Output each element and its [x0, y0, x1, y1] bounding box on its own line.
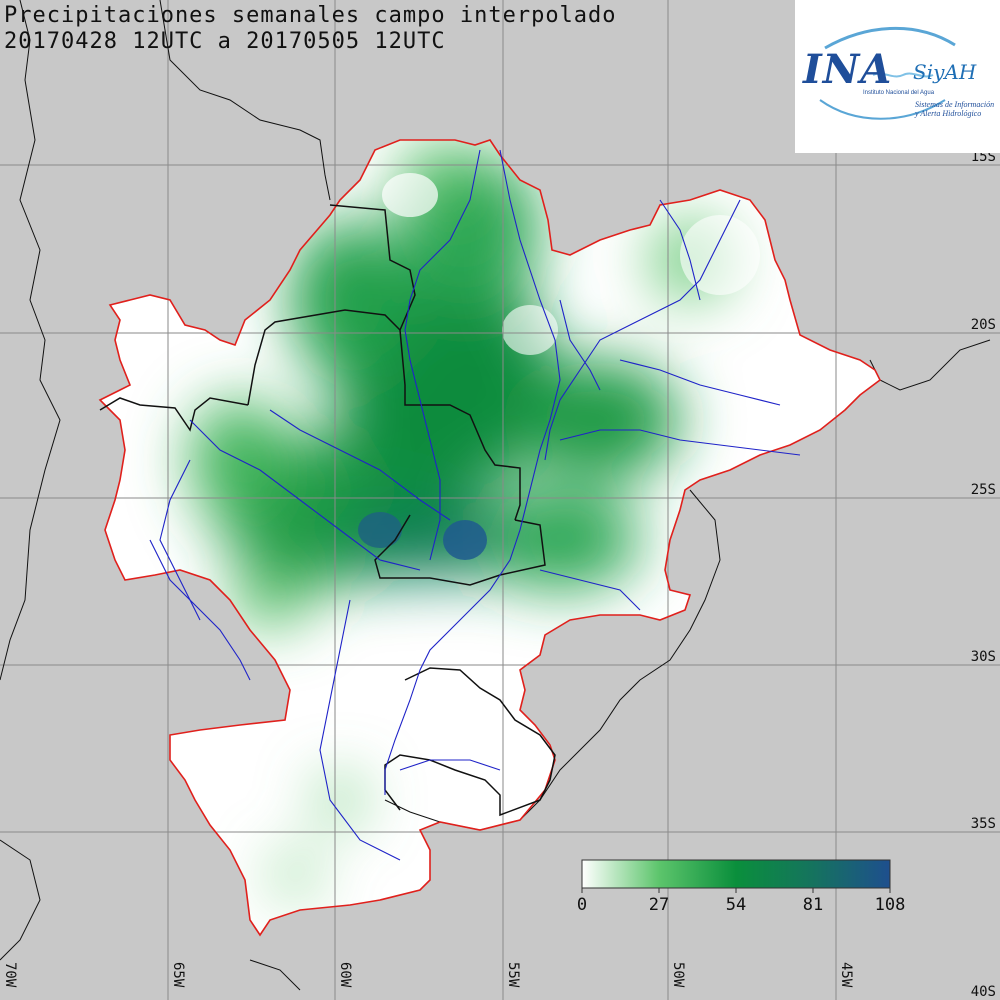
rivers — [149, 149, 801, 861]
logo-tagline-2: y Alerta Hidrológico — [915, 109, 982, 118]
logo-tagline-1: Sistemas de Información — [915, 100, 995, 109]
ina-siyah-logo: INA SiyAH Instituto Nacional del Agua Si… — [795, 0, 1000, 153]
colorbar: 0 27 54 81 108 — [577, 859, 906, 915]
map-title: Precipitaciones semanales campo interpol… — [4, 3, 617, 28]
latitude-label: 25S — [971, 482, 996, 498]
map-date-range: 20170428 12UTC a 20170505 12UTC — [4, 29, 446, 54]
colorbar-ramp — [581, 859, 891, 889]
colorbar-tick-label: 0 — [577, 895, 587, 915]
latitude-label: 30S — [971, 649, 996, 665]
logo-ina-text: INA — [803, 46, 893, 93]
logo-tagline: Sistemas de Información y Alerta Hidroló… — [915, 100, 995, 118]
latitude-label: 40S — [971, 984, 996, 1000]
logo-siyah-text: SiyAH — [913, 60, 977, 84]
longitude-label: 60W — [337, 962, 353, 988]
longitude-labels: 70W 65W 60W 55W 50W 45W — [2, 962, 854, 988]
longitude-label: 70W — [2, 962, 18, 988]
longitude-label: 55W — [505, 962, 521, 988]
logo-swoosh-icon — [819, 27, 956, 120]
basin-outline — [98, 139, 882, 937]
longitude-label: 50W — [670, 962, 686, 988]
colorbar-tick-label: 108 — [875, 895, 906, 915]
longitude-label: 65W — [170, 962, 186, 988]
logo-subtitle: Instituto Nacional del Agua — [863, 90, 935, 96]
latitude-label: 15S — [971, 149, 996, 165]
colorbar-tick-label: 81 — [803, 895, 823, 915]
political-borders — [99, 204, 556, 817]
colorbar-tick-label: 54 — [726, 895, 746, 915]
latitude-labels: 15S 20S 25S 30S 35S 40S — [971, 149, 996, 1000]
longitude-label: 45W — [838, 962, 854, 988]
colorbar-tick-label: 27 — [649, 895, 669, 915]
latitude-label: 35S — [971, 816, 996, 832]
latitude-label: 20S — [971, 317, 996, 333]
